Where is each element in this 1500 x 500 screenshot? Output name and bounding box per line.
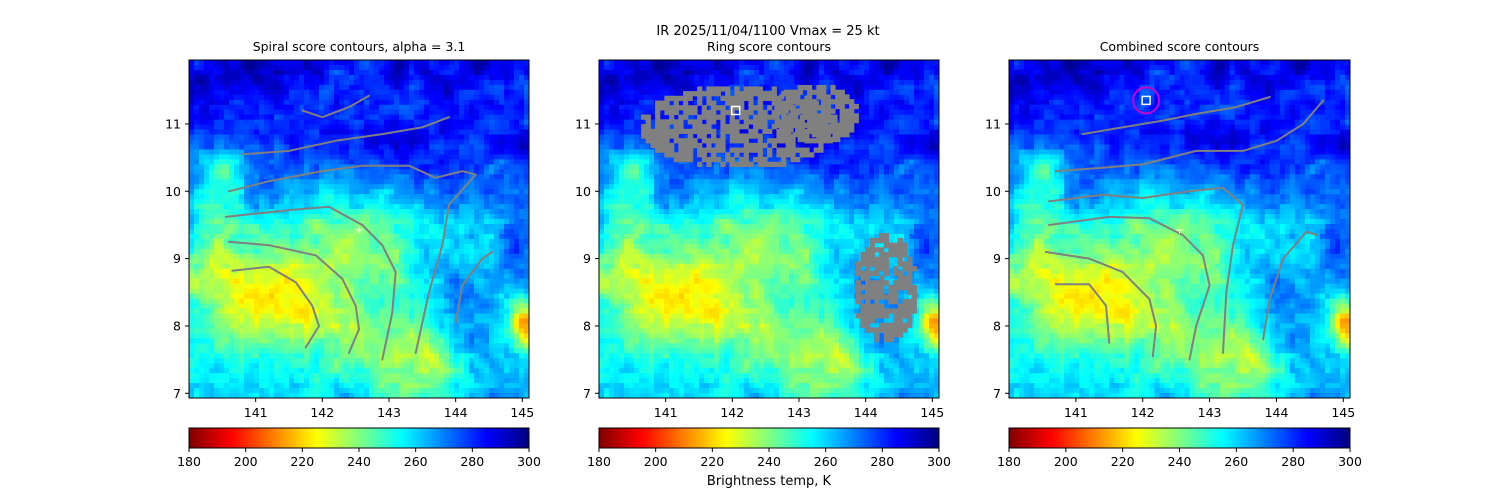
spiral-contour-line: [228, 240, 360, 354]
x-tick-label: 143: [787, 405, 811, 420]
spiral-contour-line: [1054, 99, 1325, 173]
panel-title: Spiral score contours, alpha = 3.1: [253, 39, 466, 54]
overlays: [641, 85, 917, 342]
x-tick-label: 141: [244, 405, 268, 420]
center-square-marker: [730, 105, 741, 116]
colorbar-tick-label: 280: [460, 454, 484, 469]
y-tick-label: 7: [173, 386, 181, 401]
y-tick-label: 10: [165, 184, 181, 199]
y-tick-label: 8: [583, 319, 591, 334]
x-tick-label: 142: [310, 405, 334, 420]
colorbar-tick-label: 240: [757, 454, 781, 469]
x-tick-label: 145: [510, 405, 534, 420]
colorbar-tick-label: 300: [1338, 454, 1362, 469]
colorbar-tick-label: 300: [517, 454, 541, 469]
spiral-contour-line: [1048, 186, 1244, 354]
colorbar: 180 200 220 240 260 280 300: [997, 427, 1362, 469]
y-tick-label: 9: [583, 251, 591, 266]
colorbar-tick-label: 260: [1224, 454, 1248, 469]
spiral-contour-line: [228, 164, 477, 354]
colorbar-tick-label: 180: [997, 454, 1021, 469]
colorbar: 180 200 220 240 260 280 300: [177, 427, 541, 469]
spiral-contour-line: [231, 265, 320, 349]
colorbar-tick-label: 180: [587, 454, 611, 469]
spiral-contour-line: [224, 205, 397, 361]
y-tick-label: 11: [575, 117, 591, 132]
center-marker-plus: +: [354, 224, 363, 237]
y-tick-label: 11: [985, 117, 1001, 132]
y-tick-label: 7: [993, 386, 1001, 401]
colorbar-gradient: [188, 427, 530, 449]
colorbar-tick-label: 300: [927, 454, 951, 469]
y-tick-label: 9: [173, 251, 181, 266]
overlays: +: [1044, 86, 1325, 361]
spiral-contour-line: [1054, 283, 1111, 344]
x-tick-label: 144: [1265, 405, 1289, 420]
x-tick-label: 145: [1331, 405, 1355, 420]
colorbar-gradient: [598, 427, 940, 449]
colorbar-tick-label: 240: [1168, 454, 1192, 469]
x-tick-label: 141: [654, 405, 678, 420]
panel-ring: Ring score contours 141 142 143 144 145 7 8 9 10 1…: [575, 39, 951, 469]
x-tick-label: 142: [1131, 405, 1155, 420]
colorbar-tick-label: 200: [1054, 454, 1078, 469]
colorbar-tick-label: 260: [814, 454, 838, 469]
panel-title: Ring score contours: [707, 39, 831, 54]
colorbar-tick-label: 200: [644, 454, 668, 469]
colorbar-gradient: [1008, 427, 1351, 449]
colorbar-tick-label: 240: [347, 454, 371, 469]
x-tick-label: 142: [720, 405, 744, 420]
ring-score-region: [774, 85, 859, 143]
center-square-marker: [1141, 95, 1151, 106]
colorbar-label: Brightness temp, K: [707, 474, 832, 489]
axes-frame: [188, 59, 530, 399]
y-tick-label: 10: [575, 184, 591, 199]
overlays: +: [224, 94, 494, 361]
brightness-temperature-map: [599, 60, 939, 398]
spiral-contour-line: [1262, 230, 1318, 341]
panel-combined: + Combined score contours 141 142 143 144 145 7…: [985, 39, 1362, 469]
ring-score-region: [641, 86, 838, 167]
y-tick-label: 9: [993, 251, 1001, 266]
x-tick-label: 143: [377, 405, 401, 420]
x-tick-label: 144: [854, 405, 878, 420]
y-tick-label: 10: [985, 184, 1001, 199]
axes-frame: [598, 59, 940, 399]
colorbar-tick-label: 200: [234, 454, 258, 469]
colorbar: 180 200 220 240 260 280 300: [587, 427, 951, 469]
center-circle-marker: [1132, 86, 1161, 115]
x-tick-label: 141: [1064, 405, 1088, 420]
x-tick-label: 144: [444, 405, 468, 420]
panel-spiral: + Spiral score contours, alpha = 3.1 141 14…: [165, 39, 541, 469]
colorbar-tick-label: 260: [404, 454, 428, 469]
y-tick-label: 7: [583, 386, 591, 401]
colorbar-tick-label: 280: [1281, 454, 1305, 469]
spiral-contour-line: [1081, 96, 1271, 136]
colorbar-tick-label: 220: [1111, 454, 1135, 469]
x-tick-label: 145: [920, 405, 944, 420]
y-tick-label: 8: [173, 319, 181, 334]
spiral-contour-line: [1044, 250, 1158, 358]
spiral-contour-line: [454, 250, 494, 324]
brightness-temperature-map: [1009, 60, 1350, 398]
axes-frame: [1008, 59, 1351, 399]
spiral-contour-line: [241, 116, 450, 156]
figure-suptitle: IR 2025/11/04/1100 Vmax = 25 kt: [656, 24, 879, 39]
y-tick-label: 11: [165, 117, 181, 132]
colorbar-tick-label: 180: [177, 454, 201, 469]
spiral-contour-line: [301, 94, 370, 119]
colorbar-tick-label: 280: [870, 454, 894, 469]
spiral-contour-line: [1048, 215, 1211, 361]
x-tick-label: 143: [1198, 405, 1222, 420]
colorbar-tick-label: 220: [700, 454, 724, 469]
ring-score-region: [855, 233, 917, 342]
center-marker-plus: +: [1175, 224, 1184, 237]
colorbar-tick-label: 220: [290, 454, 314, 469]
panel-title: Combined score contours: [1100, 39, 1260, 54]
y-tick-label: 8: [993, 319, 1001, 334]
